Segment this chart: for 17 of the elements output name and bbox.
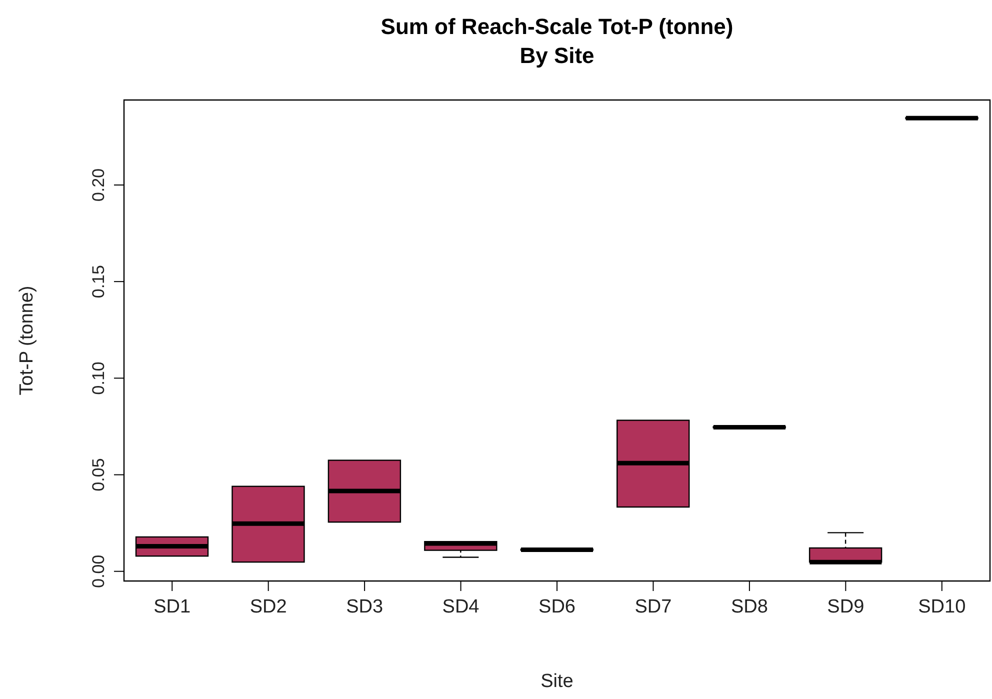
x-tick-label: SD4 [442, 596, 480, 618]
y-tick-label: 0.15 [89, 265, 108, 298]
x-axis-title: Site [540, 671, 574, 692]
y-tick-label: 0.00 [89, 554, 108, 588]
x-tick-label: SD3 [346, 596, 384, 618]
x-tick-label: SD9 [827, 596, 864, 618]
x-tick-label: SD7 [634, 596, 672, 618]
x-tick-label: SD10 [918, 596, 966, 618]
y-axis-title: Tot-P (tonne) [16, 286, 38, 396]
x-tick-label: SD6 [538, 596, 576, 618]
x-tick-label: SD1 [154, 596, 191, 618]
chart-title: Sum of Reach-Scale Tot-P (tonne) By Site [380, 13, 734, 70]
y-tick-label: 0.10 [89, 362, 108, 395]
x-tick-label: SD8 [730, 596, 768, 618]
x-tick-label: SD2 [250, 596, 287, 618]
y-tick-label: 0.05 [89, 458, 108, 492]
y-tick-label: 0.20 [89, 168, 108, 202]
